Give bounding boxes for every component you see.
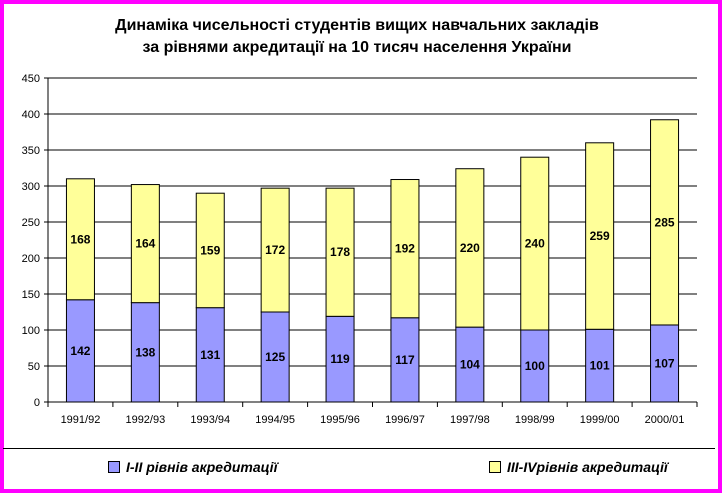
y-tick-label: 250 (22, 217, 40, 229)
x-tick-label: 1996/97 (385, 414, 425, 426)
data-label: 117 (395, 353, 415, 367)
legend-label-series-2: ІІІ-ІVрівнів акредитації (507, 459, 668, 475)
legend-label-series-1: І-ІІ рівнів акредитації (126, 459, 278, 475)
data-label: 220 (460, 241, 480, 255)
bar-series-1 (520, 329, 550, 403)
data-label: 240 (525, 237, 545, 251)
data-label: 164 (135, 237, 155, 251)
x-tick-label: 1993/94 (190, 414, 230, 426)
bar-series-2 (455, 168, 485, 328)
bar-series-1 (195, 307, 225, 403)
y-tick-label: 400 (22, 109, 40, 121)
bar-series-2 (650, 119, 680, 326)
bar-series-1 (390, 317, 420, 403)
x-tick-label: 1991/92 (61, 414, 101, 426)
data-label: 168 (70, 232, 90, 246)
legend-item-series-1: І-ІІ рівнів акредитації (108, 459, 277, 475)
bar-series-2 (195, 192, 225, 309)
bar-series-2 (585, 142, 615, 330)
y-tick-label: 50 (28, 361, 40, 373)
bar-series-1 (260, 311, 290, 403)
bar-series-1 (585, 328, 615, 403)
data-label: 192 (395, 242, 415, 256)
y-tick-label: 150 (22, 289, 40, 301)
data-label: 125 (265, 350, 285, 364)
x-tick-label: 1999/00 (580, 414, 620, 426)
bar-series-2 (520, 156, 550, 331)
data-label: 131 (200, 348, 220, 362)
x-tick-label: 1995/96 (320, 414, 360, 426)
data-label: 119 (330, 352, 350, 366)
data-label: 104 (460, 358, 480, 372)
legend-item-series-2: ІІІ-ІVрівнів акредитації (489, 459, 668, 475)
data-label: 172 (265, 243, 285, 257)
y-tick-label: 0 (34, 397, 40, 409)
legend-swatch-series-1 (108, 461, 120, 474)
bar-series-1 (455, 326, 485, 403)
data-label: 142 (70, 344, 90, 358)
data-label: 159 (200, 243, 220, 257)
chart-title: Динаміка чисельності студентів вищих нав… (0, 15, 714, 59)
bar-series-2 (390, 179, 420, 319)
bar-series-2 (65, 178, 95, 301)
bar-series-2 (260, 187, 290, 313)
bar-series-2 (325, 187, 355, 317)
data-label: 285 (655, 215, 675, 229)
chart-title-line-1: Динаміка чисельності студентів вищих нав… (115, 17, 599, 34)
data-label: 101 (590, 359, 610, 373)
data-label: 100 (525, 359, 545, 373)
data-label: 138 (135, 345, 155, 359)
y-tick-label: 450 (22, 73, 40, 85)
y-tick-label: 300 (22, 181, 40, 193)
legend-swatch-series-2 (489, 461, 501, 474)
chart-title-line-2: за рівнями акредитації на 10 тисяч насел… (142, 39, 572, 56)
bar-series-1 (130, 302, 160, 403)
legend: І-ІІ рівнів акредитації ІІІ-ІVрівнів акр… (3, 448, 715, 487)
data-label: 259 (590, 229, 610, 243)
y-tick-label: 350 (22, 145, 40, 157)
data-label: 178 (330, 245, 350, 259)
bar-series-2 (130, 184, 160, 304)
x-tick-label: 1992/93 (125, 414, 165, 426)
x-tick-label: 1997/98 (450, 414, 490, 426)
x-tick-label: 2000/01 (645, 414, 685, 426)
x-tick-label: 1994/95 (255, 414, 295, 426)
y-tick-label: 200 (22, 253, 40, 265)
x-tick-label: 1998/99 (515, 414, 555, 426)
y-tick-label: 100 (22, 325, 40, 337)
data-label: 107 (655, 356, 675, 370)
